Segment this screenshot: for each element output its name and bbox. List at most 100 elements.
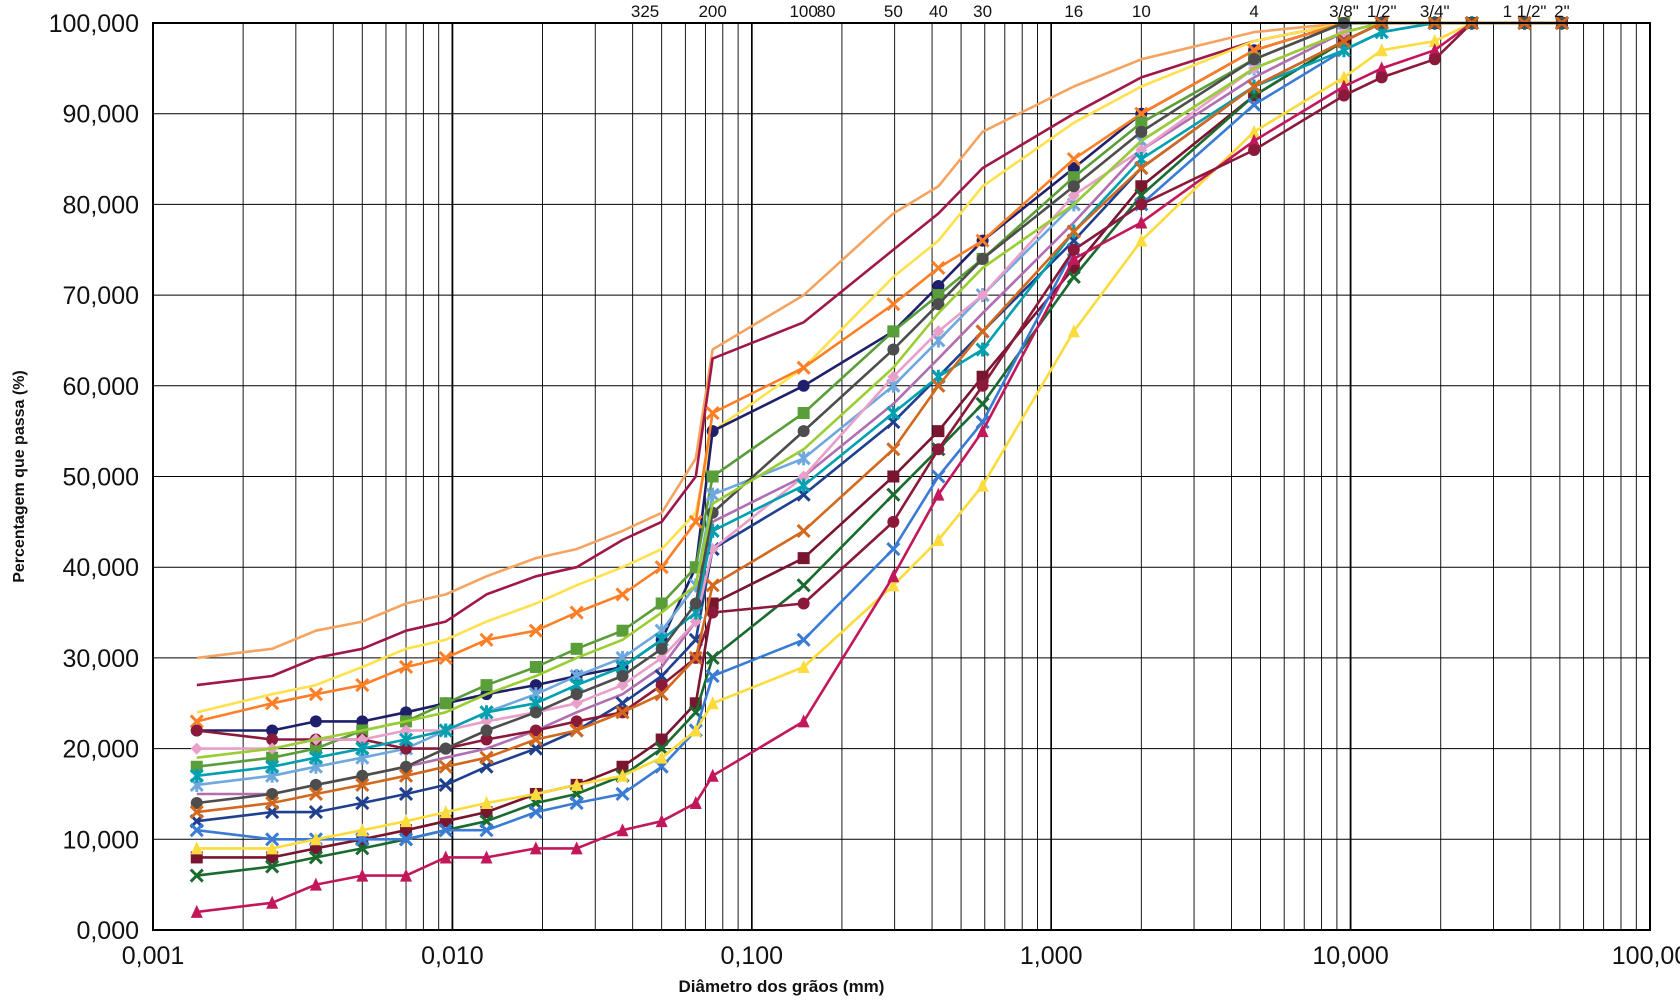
data-point-marker (439, 850, 452, 864)
x-axis-title: Diâmetro dos grãos (mm) (679, 977, 885, 996)
data-point-marker (1135, 125, 1148, 138)
data-point-marker (439, 742, 452, 755)
data-point-marker (976, 289, 989, 302)
data-point-marker (1067, 180, 1080, 193)
data-point-marker (190, 841, 203, 855)
data-point-marker (398, 768, 414, 783)
y-tick-label: 100,000 (49, 10, 139, 38)
data-point-marker (355, 795, 370, 811)
series-line (196, 21, 1562, 750)
data-point-marker (705, 668, 720, 684)
data-point-marker (266, 724, 279, 737)
data-point-marker (570, 697, 583, 710)
data-point-marker (190, 760, 203, 773)
data-point-marker (529, 724, 542, 737)
data-point-marker (706, 768, 719, 782)
sieve-label: 2" (1554, 2, 1570, 21)
data-point-marker (479, 823, 494, 838)
data-point-marker (932, 425, 945, 438)
sieve-label: 10 (1132, 2, 1151, 21)
data-point-marker (796, 632, 811, 647)
data-point-marker (570, 642, 583, 655)
x-tick-label: 100,00 (1612, 942, 1680, 970)
data-point-marker (615, 786, 630, 802)
data-point-marker (655, 750, 668, 764)
sieve-label: 50 (884, 2, 903, 21)
data-point-marker (705, 487, 720, 502)
data-point-marker (1248, 124, 1261, 138)
data-point-marker (706, 696, 719, 710)
data-point-marker (480, 850, 493, 864)
data-point-marker (480, 806, 493, 819)
series-14 (190, 16, 1568, 918)
sieve-label: 30 (973, 2, 992, 21)
data-point-marker (308, 805, 323, 820)
sieve-label: 80 (817, 2, 836, 21)
data-point-marker (1067, 243, 1080, 256)
data-point-marker (355, 741, 370, 756)
data-point-marker (438, 823, 453, 838)
data-point-marker (309, 778, 322, 791)
data-point-marker (1135, 215, 1148, 229)
data-point-marker (1247, 97, 1262, 112)
y-tick-label: 50,000 (63, 464, 139, 492)
data-point-marker (797, 407, 810, 420)
data-point-marker (1135, 233, 1148, 247)
data-point-marker (1375, 61, 1388, 75)
data-point-marker (480, 679, 493, 692)
data-point-marker (356, 823, 369, 837)
data-point-marker (265, 696, 280, 711)
data-point-marker (1247, 79, 1262, 94)
data-point-marker (266, 787, 279, 800)
data-point-marker (796, 360, 811, 375)
data-point-marker (309, 715, 322, 728)
data-point-marker (976, 379, 989, 392)
data-point-marker (400, 706, 413, 719)
data-point-marker (355, 678, 370, 693)
data-point-marker (1337, 79, 1350, 93)
data-point-marker (689, 723, 702, 737)
x-tick-label: 1,000 (1020, 942, 1083, 970)
data-point-marker (1428, 34, 1441, 48)
sieve-label: 3/8" (1329, 2, 1359, 21)
data-point-marker (570, 688, 583, 701)
data-point-marker (705, 578, 720, 593)
data-point-marker (797, 552, 810, 565)
data-point-marker (705, 405, 720, 421)
data-point-marker (569, 605, 584, 620)
data-point-marker (1135, 180, 1148, 193)
data-point-marker (886, 405, 901, 421)
plot-area-frame (152, 22, 1651, 931)
data-point-marker (655, 814, 668, 828)
series-line (196, 21, 1562, 759)
data-point-marker (528, 623, 543, 638)
data-point-marker (356, 868, 369, 882)
x-tick-label: 0,001 (122, 942, 185, 970)
data-point-marker (976, 424, 989, 438)
data-point-marker (976, 478, 989, 492)
data-point-marker (615, 705, 630, 720)
data-point-marker (479, 632, 494, 647)
x-tick-label: 0,010 (421, 942, 484, 970)
data-point-marker (655, 651, 668, 664)
data-point-marker (1428, 43, 1441, 57)
data-point-marker (616, 624, 629, 637)
y-tick-label: 90,000 (63, 101, 139, 129)
data-point-marker (439, 815, 452, 828)
data-point-marker (439, 697, 452, 710)
data-point-marker (529, 786, 542, 800)
data-point-marker (308, 687, 323, 702)
data-point-marker (438, 723, 453, 738)
data-point-marker (932, 280, 945, 293)
data-point-marker (932, 289, 945, 302)
y-axis-title: Percentagem que passa (%) (11, 370, 28, 583)
data-point-marker (190, 851, 203, 864)
data-point-marker (266, 851, 279, 864)
data-point-marker (1135, 116, 1148, 129)
data-point-marker (1135, 198, 1148, 211)
data-point-marker (190, 904, 203, 918)
data-point-marker (265, 795, 280, 811)
data-point-marker (1337, 89, 1350, 102)
data-point-marker (886, 541, 901, 557)
data-point-marker (797, 425, 810, 438)
